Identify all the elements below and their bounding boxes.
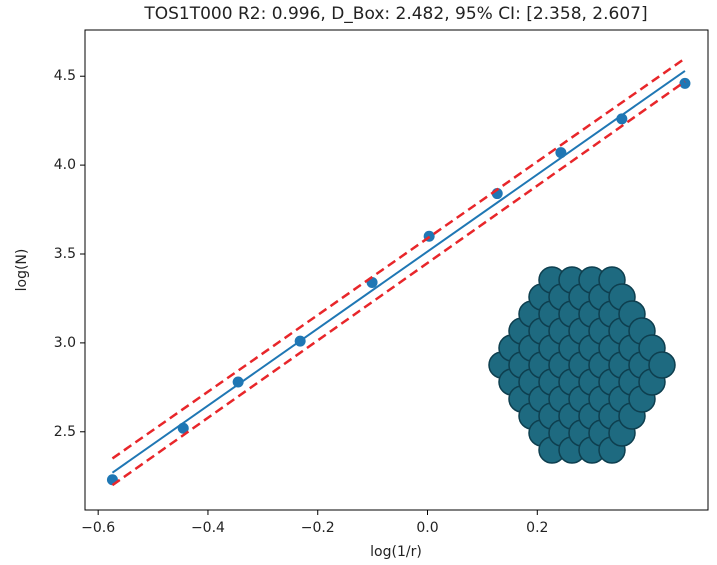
y-tick-label: 3.0 — [54, 335, 76, 351]
x-tick-label: −0.4 — [191, 520, 225, 536]
data-point — [555, 147, 567, 159]
y-tick-label: 4.5 — [54, 68, 76, 84]
y-tick-label: 3.5 — [54, 246, 76, 262]
data-point — [232, 376, 244, 388]
confidence-line — [111, 57, 686, 460]
plot-frame — [84, 29, 709, 511]
y-tick-label: 4.0 — [54, 157, 76, 173]
x-tick-label: 0.2 — [526, 520, 548, 536]
fit-line — [111, 70, 686, 474]
y-tick-label: 2.5 — [54, 424, 76, 440]
confidence-line — [111, 80, 686, 487]
x-tick-label: −0.2 — [301, 520, 335, 536]
nanoparticle-image — [488, 266, 676, 464]
x-tick-label: −0.6 — [81, 520, 115, 536]
x-tick-label: 0.0 — [416, 520, 438, 536]
y-axis-label: log(N) — [14, 249, 30, 292]
x-axis-label: log(1/r) — [370, 544, 422, 560]
chart-title: TOS1T000 R2: 0.996, D_Box: 2.482, 95% CI… — [143, 4, 647, 24]
data-point — [679, 77, 691, 89]
atom — [648, 351, 676, 379]
